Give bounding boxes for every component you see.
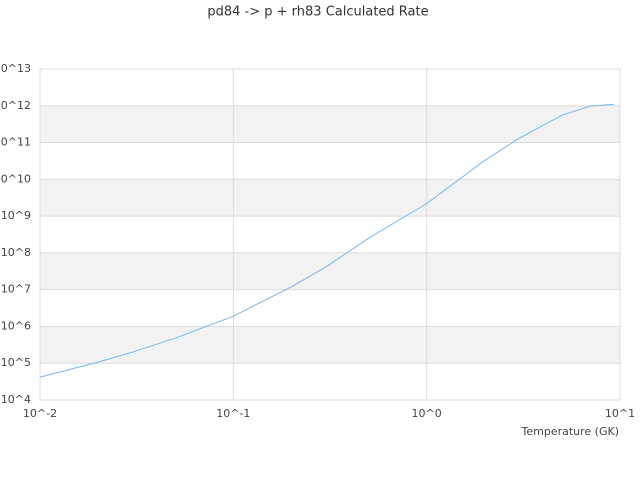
x-tick-label: 10^0 (412, 407, 442, 420)
grid-band (40, 252, 620, 290)
grid-band (40, 326, 620, 364)
chart-title: pd84 -> p + rh83 Calculated Rate (207, 5, 428, 20)
y-tick-label: 10^4 (1, 393, 31, 406)
y-tick-label: 10^7 (1, 283, 31, 296)
y-tick-label: 10^10 (0, 172, 31, 185)
y-tick-label: 10^13 (0, 62, 31, 75)
y-tick-label: 10^11 (0, 136, 31, 149)
y-tick-label: 10^12 (0, 99, 31, 112)
data-line (39, 103, 614, 378)
x-tick-label: 10^-1 (216, 407, 250, 420)
x-axis-label: Temperature (GK) (521, 425, 620, 438)
x-tick-label: 10^-2 (23, 407, 57, 420)
y-tick-label: 10^5 (1, 356, 31, 369)
y-tick-label: 10^8 (1, 246, 31, 259)
grid-band (40, 179, 620, 217)
grid-band (40, 105, 620, 143)
y-tick-label: 10^6 (1, 319, 31, 332)
y-tick-label: 10^9 (1, 209, 31, 222)
x-tick-label: 10^1 (605, 407, 635, 420)
bands (40, 105, 620, 364)
